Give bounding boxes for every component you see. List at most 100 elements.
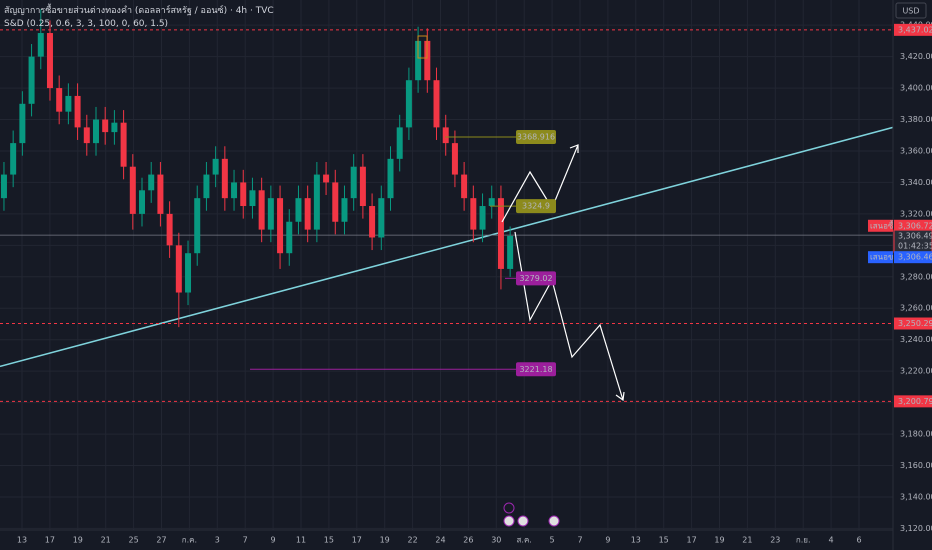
x-tick-label: 30	[491, 536, 501, 545]
y-tick-label: 3,420.000	[900, 52, 932, 61]
candle-body	[221, 158, 228, 199]
x-tick-label: 27	[156, 536, 166, 545]
y-tick-label: 3,340.000	[900, 178, 932, 187]
candle-body	[166, 213, 173, 246]
x-tick-label: 4	[829, 536, 834, 545]
bid-tag	[894, 219, 932, 232]
x-tick-label: 19	[714, 536, 724, 545]
bid-name-box	[868, 219, 893, 232]
annotation-box	[516, 362, 556, 377]
candle-body	[111, 122, 118, 133]
candle-body	[37, 33, 44, 57]
x-tick-label: 6	[856, 536, 861, 545]
x-tick-label: ส.ค.	[517, 536, 532, 545]
candle-body	[28, 56, 35, 104]
candle-body	[56, 88, 63, 112]
ask-name: เสนอขาย	[870, 253, 903, 262]
candle-body	[470, 198, 477, 230]
candle-body	[175, 245, 182, 293]
x-tick-label: 23	[770, 536, 780, 545]
event-icon	[503, 502, 515, 514]
ask-label: 3,306.460	[898, 253, 932, 262]
annotation-box	[516, 271, 556, 286]
candle-body	[387, 158, 394, 199]
currency-box[interactable]	[895, 2, 927, 19]
currency[interactable]: USD	[902, 7, 919, 16]
x-tick-label: 9	[605, 536, 610, 545]
x-tick-label: ก.ย.	[796, 536, 811, 545]
annotation-label: 3368.916	[517, 132, 555, 141]
x-tick-label: 17	[352, 536, 362, 545]
annotation-box	[516, 199, 556, 214]
candle-body	[378, 198, 385, 238]
candle-body	[120, 122, 127, 167]
x-tick-label: 3	[215, 536, 220, 545]
candle-body	[424, 40, 431, 81]
annotation-label: 3324.9	[522, 202, 550, 211]
price-tag	[894, 395, 932, 408]
supply-zone	[417, 35, 428, 59]
x-tick-label: 7	[243, 536, 248, 545]
x-tick-label: 25	[129, 536, 139, 545]
x-tick-label: 13	[631, 536, 641, 545]
y-tick-label: 3,400.000	[900, 84, 932, 93]
candle-body	[267, 198, 274, 230]
event-icon	[503, 515, 515, 527]
candle-body	[157, 174, 164, 214]
x-tick-label: 11	[296, 536, 306, 545]
countdown: 01:42:35	[898, 242, 932, 251]
candle-body	[313, 174, 320, 230]
candle-body	[129, 166, 136, 214]
candle-body	[304, 198, 311, 230]
annotation-box	[516, 129, 556, 144]
x-tick-label: 22	[408, 536, 418, 545]
price-tag-label: 3,250.290	[898, 319, 932, 328]
candle-body	[194, 198, 201, 254]
x-tick-label: 5	[550, 536, 555, 545]
annotation-label: 3279.02	[519, 274, 552, 283]
candle-body	[350, 166, 357, 199]
candle-body	[249, 190, 256, 207]
last-label: 3,306.490	[898, 232, 932, 241]
x-tick-label: 13	[17, 536, 27, 545]
plot-area	[0, 0, 894, 530]
y-tick-label: 3,240.000	[900, 335, 932, 344]
trend-line	[0, 126, 894, 368]
candle-body	[323, 174, 330, 183]
candle-body	[231, 182, 238, 199]
candle-body	[442, 127, 449, 144]
candle-body	[277, 198, 284, 254]
indicator-label: S&D (0.25, 0.6, 3, 3, 100, 0, 60, 1.5)	[4, 19, 168, 29]
candle-body	[203, 174, 210, 199]
candle-body	[185, 253, 192, 293]
y-tick-label: 3,280.000	[900, 272, 932, 281]
x-tick-label: 24	[435, 536, 445, 545]
candle-body	[240, 182, 247, 207]
x-tick-label: 17	[45, 536, 55, 545]
y-tick-label: 3,160.000	[900, 461, 932, 470]
candle-body	[83, 127, 90, 144]
x-tick-label: 17	[687, 536, 697, 545]
y-tick-label: 3,140.000	[900, 492, 932, 501]
candle-body	[74, 95, 81, 128]
candle-body	[65, 95, 72, 112]
candle-body	[212, 158, 219, 175]
arrow-up	[501, 144, 579, 223]
ask-tag	[894, 251, 932, 264]
y-tick-label: 3,260.000	[900, 304, 932, 313]
bid-label: 3,306.720	[898, 221, 932, 230]
candle-body	[0, 174, 7, 199]
annotation-label: 3221.18	[519, 365, 552, 374]
candle-body	[488, 198, 495, 207]
candle-body	[415, 40, 422, 81]
candle-body	[102, 119, 109, 133]
arrow-down	[514, 231, 625, 402]
candle-body	[10, 143, 17, 175]
x-tick-label: 15	[324, 536, 334, 545]
x-tick-label: 15	[659, 536, 669, 545]
x-tick-label: 26	[463, 536, 473, 545]
candle-body	[479, 206, 486, 230]
event-icon	[548, 515, 560, 527]
candle-body	[258, 190, 265, 230]
